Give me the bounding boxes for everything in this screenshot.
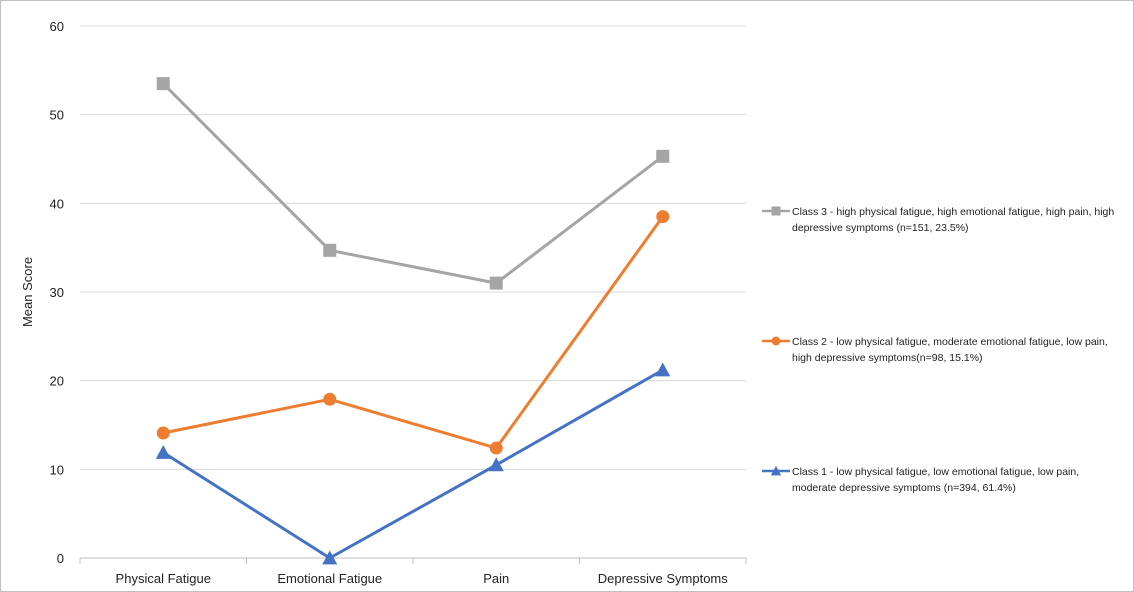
y-tick-label-0: 0 (57, 551, 64, 566)
y-tick-label-10: 10 (50, 462, 64, 477)
y-tick-label-20: 20 (50, 374, 64, 389)
data-point-s3-0 (155, 445, 171, 459)
series-3 (155, 362, 671, 565)
legend-marker-2 (771, 336, 781, 346)
data-point-s1-0 (156, 77, 170, 91)
y-tick-label-40: 40 (50, 196, 64, 211)
legend-entry-3: Class 1 - low physical fatigue, low emot… (762, 465, 1079, 494)
legend-text-1-1: depressive symptoms (n=151, 23.5%) (792, 222, 969, 234)
y-tick-label-30: 30 (50, 285, 64, 300)
data-point-s2-3 (656, 210, 670, 224)
axes (79, 557, 747, 564)
x-tick-labels: Physical Fatigue Emotional Fatigue Pain Dep… (116, 571, 729, 586)
legend-text-3-1: moderate depressive symptoms (n=394, 61.… (792, 482, 1016, 494)
data-point-s1-1 (323, 243, 337, 257)
y-axis-label: Mean Score (20, 257, 35, 327)
data-point-s2-2 (489, 441, 503, 455)
legend-entry-1: Class 3 - high physical fatigue, high em… (762, 206, 1114, 234)
legend-text-1-0: Class 3 - high physical fatigue, high em… (792, 206, 1114, 218)
x-tick-label-3: Depressive Symptoms (598, 571, 729, 586)
legend: Class 3 - high physical fatigue, high em… (762, 206, 1114, 494)
legend-entry-2: Class 2 - low physical fatigue, moderate… (762, 336, 1108, 364)
data-point-s3-1 (322, 550, 338, 565)
x-tick-label-1: Emotional Fatigue (277, 571, 382, 586)
series-line-2 (162, 215, 664, 450)
series-line-3 (162, 368, 664, 560)
data-point-s1-3 (656, 149, 670, 163)
data-point-s2-0 (156, 426, 170, 440)
series-group (155, 77, 671, 565)
data-point-s3-3 (655, 362, 671, 377)
series-2 (156, 210, 670, 455)
x-tick-label-2: Pain (483, 571, 509, 586)
series-1 (156, 77, 670, 290)
y-tick-label-60: 60 (50, 19, 64, 34)
x-tick-label-0: Physical Fatigue (116, 571, 211, 586)
legend-marker-1 (771, 206, 781, 216)
legend-text-3-0: Class 1 - low physical fatigue, low emot… (792, 466, 1079, 478)
data-point-s1-2 (489, 276, 503, 290)
data-point-s3-2 (488, 457, 504, 472)
y-tick-labels: 0 10 20 30 40 50 60 (50, 19, 64, 566)
legend-text-2-1: high depressive symptoms(n=98, 15.1%) (792, 352, 983, 364)
gridlines (80, 25, 746, 470)
series-line-1 (162, 82, 664, 285)
legend-text-2-0: Class 2 - low physical fatigue, moderate… (792, 336, 1108, 348)
data-point-s2-1 (323, 392, 337, 406)
y-tick-label-50: 50 (50, 108, 64, 123)
legend-marker-3 (770, 465, 782, 476)
